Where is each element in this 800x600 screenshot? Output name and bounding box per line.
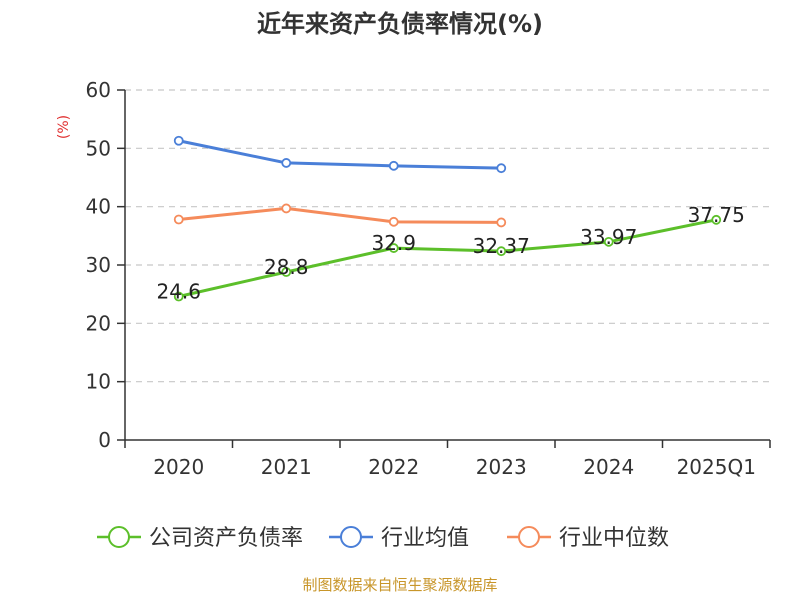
- x-tick-label: 2025Q1: [677, 455, 756, 479]
- chart-title: 近年来资产负债率情况(%): [257, 10, 543, 38]
- legend-item: 公司资产负债率: [97, 526, 303, 551]
- x-tick-label: 2021: [261, 455, 312, 479]
- y-tick-label: 60: [86, 78, 111, 102]
- data-point: [173, 214, 184, 225]
- data-labels: 24.6 28.8 32.9 32.37 33.97 37.75: [156, 203, 744, 304]
- data-point: [496, 163, 507, 174]
- legend-marker: [340, 526, 362, 548]
- data-label: 32.9: [371, 231, 416, 255]
- data-label: 33.97: [580, 225, 637, 249]
- legend: 公司资产负债率 行业均值 行业中位数: [97, 526, 669, 551]
- data-point: [603, 236, 614, 247]
- data-point: [388, 243, 399, 253]
- legend-marker: [108, 526, 130, 548]
- y-tick-label: 20: [86, 311, 111, 335]
- data-point: [281, 158, 292, 168]
- legend-item: 行业均值: [329, 526, 469, 551]
- y-tick-label: 10: [86, 370, 111, 394]
- data-point: [496, 246, 507, 257]
- data-point: [496, 217, 507, 228]
- data-point: [173, 291, 184, 302]
- y-tick-label: 30: [86, 253, 111, 277]
- x-tick-label: 2022: [368, 455, 419, 479]
- y-axis-label: (%): [56, 115, 72, 139]
- data-point: [281, 267, 292, 277]
- legend-item: 行业中位数: [507, 526, 669, 551]
- source-note: 制图数据来自恒生聚源数据库: [302, 576, 497, 594]
- legend-label: 行业中位数: [559, 526, 669, 551]
- axes: 0 10 20 30 40 50 60 2020 2021 2022 2023 2024 2025Q1: [86, 78, 771, 479]
- data-point: [281, 203, 292, 214]
- y-tick-label: 50: [86, 136, 111, 160]
- data-label: 24.6: [156, 280, 201, 304]
- legend-marker: [518, 526, 540, 548]
- x-tick-label: 2023: [476, 455, 527, 479]
- x-tick-label: 2020: [153, 455, 204, 479]
- legend-label: 公司资产负债率: [149, 526, 303, 551]
- data-point: [388, 216, 399, 227]
- x-tick-label: 2024: [583, 455, 634, 479]
- data-point: [711, 214, 722, 225]
- data-label: 37.75: [688, 203, 745, 227]
- data-label: 32.37: [473, 234, 530, 258]
- data-point: [388, 160, 399, 171]
- data-label: 28.8: [264, 255, 309, 279]
- y-tick-label: 0: [98, 428, 111, 452]
- data-point: [173, 135, 184, 146]
- y-tick-label: 40: [86, 195, 111, 219]
- grid-lines: [125, 89, 770, 383]
- series-group: [173, 135, 722, 302]
- series-line: [178, 206, 502, 224]
- legend-label: 行业均值: [381, 526, 469, 551]
- series-line: [178, 139, 502, 170]
- series-line: [178, 218, 717, 298]
